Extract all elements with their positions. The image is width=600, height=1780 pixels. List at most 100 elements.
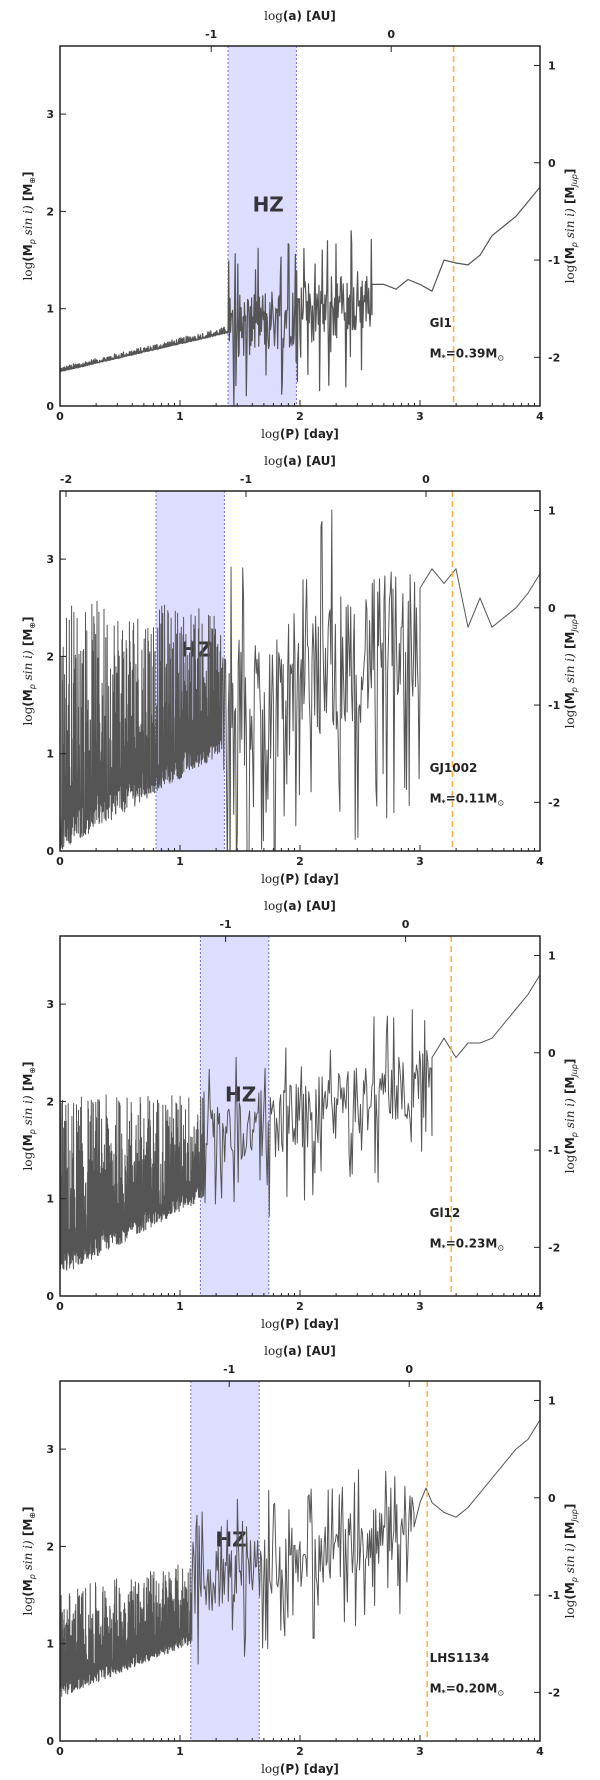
top-tick-label: -1 — [205, 28, 217, 41]
right-tick-label: 0 — [548, 602, 556, 615]
right-tick-label: -2 — [548, 796, 560, 809]
mass-detection-limit-line — [60, 974, 540, 1271]
y-tick-label: 2 — [46, 650, 54, 663]
x-tick-label: 0 — [56, 1745, 64, 1758]
mass-detection-limit-line — [60, 1419, 540, 1697]
y-tick-label: 3 — [46, 108, 54, 121]
y-axis-label: log(Mp sin i) [M⊕] — [21, 172, 37, 281]
x-axis-label: log(P) [day] — [261, 1762, 339, 1776]
x-tick-label: 2 — [296, 855, 304, 868]
y-axis-label: log(Mp sin i) [M⊕] — [21, 1507, 37, 1616]
y2-axis-label: log(Mp sin i) [MJup] — [563, 169, 579, 284]
right-tick-label: 0 — [548, 157, 556, 170]
x-tick-label: 3 — [416, 410, 424, 423]
top-tick-label: 0 — [422, 473, 430, 486]
right-tick-label: -2 — [548, 351, 560, 364]
right-tick-label: -1 — [548, 699, 560, 712]
right-tick-label: 1 — [548, 949, 556, 962]
x-axis-label: log(P) [day] — [261, 1317, 339, 1331]
x-axis-label: log(P) [day] — [261, 427, 339, 441]
top-axis-label: log(a) [AU] — [264, 899, 336, 913]
right-tick-label: -1 — [548, 254, 560, 267]
habitable-zone-label: HZ — [253, 192, 284, 216]
y-tick-label: 0 — [46, 400, 54, 413]
y2-axis-label: log(Mp sin i) [MJup] — [563, 614, 579, 729]
x-tick-label: 2 — [296, 410, 304, 423]
y-tick-label: 2 — [46, 205, 54, 218]
right-tick-label: 1 — [548, 1394, 556, 1407]
right-tick-label: 0 — [548, 1492, 556, 1505]
y-tick-label: 3 — [46, 553, 54, 566]
x-tick-label: 3 — [416, 1745, 424, 1758]
star-mass-label: M*=0.23M⊙ — [430, 1236, 504, 1252]
habitable-zone-band — [190, 1381, 260, 1741]
y-tick-label: 1 — [46, 1193, 54, 1206]
right-tick-label: 1 — [548, 504, 556, 517]
star-name-label: Gl12 — [430, 1206, 461, 1220]
y-tick-label: 0 — [46, 845, 54, 858]
right-tick-label: -2 — [548, 1241, 560, 1254]
top-axis-label: log(a) [AU] — [264, 1344, 336, 1358]
y2-axis-label: log(Mp sin i) [MJup] — [563, 1059, 579, 1174]
top-tick-label: 0 — [402, 918, 410, 931]
top-tick-label: -1 — [223, 1363, 235, 1376]
y-tick-label: 1 — [46, 303, 54, 316]
y-tick-label: 3 — [46, 1443, 54, 1456]
star-name-label: LHS1134 — [430, 1651, 490, 1665]
panel-gj1002: HZ 0 1 2 3 4 0 1 2 3 -2 -1 0 1 0 -1 -2 log(a) [AU] log(P) … — [21, 454, 579, 886]
star-mass-label: M*=0.39M⊙ — [430, 346, 504, 362]
x-tick-label: 4 — [536, 855, 544, 868]
y-tick-label: 1 — [46, 1638, 54, 1651]
x-tick-label: 2 — [296, 1300, 304, 1313]
top-tick-label: -2 — [60, 473, 72, 486]
top-tick-label: -1 — [240, 473, 252, 486]
right-tick-label: -2 — [548, 1686, 560, 1699]
panel-lhs1134: HZ 0 1 2 3 4 0 1 2 3 -1 0 1 0 -1 -2 log(a) [AU] log(P) [d… — [21, 1344, 579, 1776]
x-tick-label: 1 — [176, 410, 184, 423]
x-axis-label: log(P) [day] — [261, 872, 339, 886]
y-tick-label: 1 — [46, 748, 54, 761]
plot-area: HZ — [60, 936, 540, 1296]
plot-area: HZ — [60, 46, 540, 406]
panel-gl1: HZ 0 1 2 3 4 0 1 2 3 -1 0 1 0 -1 -2 log(a) [AU] log(P) [d… — [21, 9, 579, 441]
x-tick-label: 0 — [56, 410, 64, 423]
star-name-label: GJ1002 — [430, 761, 478, 775]
x-tick-label: 0 — [56, 855, 64, 868]
panel-gl12: HZ 0 1 2 3 4 0 1 2 3 -1 0 1 0 -1 -2 log(a) [AU] log(P) [d… — [21, 899, 579, 1331]
plot-area: HZ — [60, 1381, 540, 1741]
y-tick-label: 2 — [46, 1540, 54, 1553]
y-tick-label: 3 — [46, 998, 54, 1011]
plot-area: HZ — [60, 491, 540, 851]
x-tick-label: 3 — [416, 1300, 424, 1313]
star-mass-label: M*=0.20M⊙ — [430, 1681, 504, 1697]
x-tick-label: 4 — [536, 1300, 544, 1313]
x-tick-label: 1 — [176, 855, 184, 868]
right-tick-label: 0 — [548, 1047, 556, 1060]
mass-detection-limit-line — [60, 509, 540, 851]
star-name-label: Gl1 — [430, 316, 452, 330]
x-tick-label: 1 — [176, 1300, 184, 1313]
habitable-zone-label: HZ — [225, 1082, 256, 1106]
y-axis-label: log(Mp sin i) [M⊕] — [21, 1062, 37, 1171]
x-tick-label: 1 — [176, 1745, 184, 1758]
top-axis-label: log(a) [AU] — [264, 9, 336, 23]
x-tick-label: 3 — [416, 855, 424, 868]
y-tick-label: 0 — [46, 1735, 54, 1748]
x-tick-label: 4 — [536, 1745, 544, 1758]
top-tick-label: 0 — [405, 1363, 413, 1376]
y2-axis-label: log(Mp sin i) [MJup] — [563, 1504, 579, 1619]
y-tick-label: 2 — [46, 1095, 54, 1108]
y-axis-label: log(Mp sin i) [M⊕] — [21, 617, 37, 726]
right-tick-label: -1 — [548, 1144, 560, 1157]
habitable-zone-label: HZ — [181, 637, 212, 661]
x-tick-label: 2 — [296, 1745, 304, 1758]
top-tick-label: 0 — [387, 28, 395, 41]
right-tick-label: 1 — [548, 59, 556, 72]
right-tick-label: -1 — [548, 1589, 560, 1602]
x-tick-label: 0 — [56, 1300, 64, 1313]
star-mass-label: M*=0.11M⊙ — [430, 791, 504, 807]
top-tick-label: -1 — [219, 918, 231, 931]
y-tick-label: 0 — [46, 1290, 54, 1303]
